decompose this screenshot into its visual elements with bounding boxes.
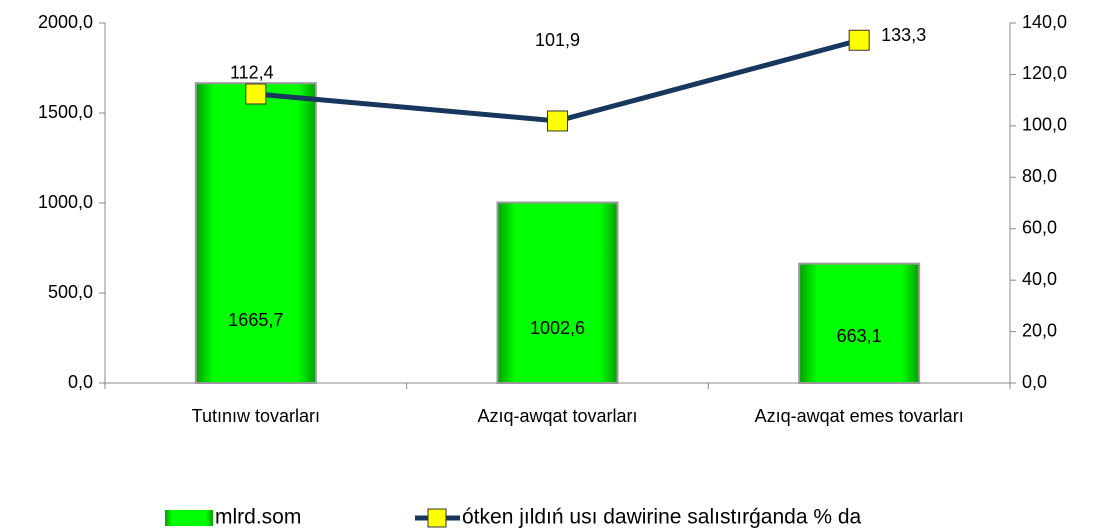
y2-tick-label: 140,0	[1022, 12, 1067, 32]
x-tick-label: Azıq-awqat tovarları	[477, 406, 637, 426]
y-tick-label: 1000,0	[38, 192, 93, 212]
x-tick-label: Azıq-awqat emes tovarları	[755, 406, 964, 426]
marker	[547, 110, 568, 132]
bar	[496, 201, 619, 384]
bar	[194, 82, 317, 384]
data-label: 112,4	[230, 63, 274, 83]
x-tick-label: Tutınıw tovarları	[192, 406, 320, 426]
marker	[245, 83, 267, 105]
legend-label: ótken jıldıń usı dawirine salıstırǵanda …	[462, 506, 862, 528]
y2-tick-label: 80,0	[1022, 166, 1057, 186]
y2-tick-label: 100,0	[1022, 115, 1067, 135]
bar	[798, 262, 921, 384]
y2-tick-label: 40,0	[1022, 269, 1057, 289]
y2-tick-label: 20,0	[1022, 320, 1057, 340]
y2-tick-label: 60,0	[1022, 217, 1057, 237]
data-label: 663,1	[837, 326, 882, 346]
y-tick-label: 1500,0	[38, 102, 93, 122]
legend-label: mlrd.som	[215, 506, 301, 528]
y-tick-label: 0,0	[68, 372, 93, 392]
y-tick-label: 2000,0	[38, 12, 93, 32]
y2-tick-label: 0,0	[1022, 372, 1047, 392]
y-tick-label: 500,0	[48, 282, 93, 302]
data-label: 101,9	[535, 30, 580, 50]
data-label: 1002,6	[530, 318, 585, 338]
line	[255, 37, 860, 124]
data-label: 133,3	[881, 25, 926, 45]
data-label: 1665,7	[228, 310, 283, 330]
legend-swatch	[427, 508, 447, 528]
marker	[848, 29, 870, 51]
legend-swatch	[165, 510, 213, 526]
y2-tick-label: 120,0	[1022, 63, 1067, 83]
